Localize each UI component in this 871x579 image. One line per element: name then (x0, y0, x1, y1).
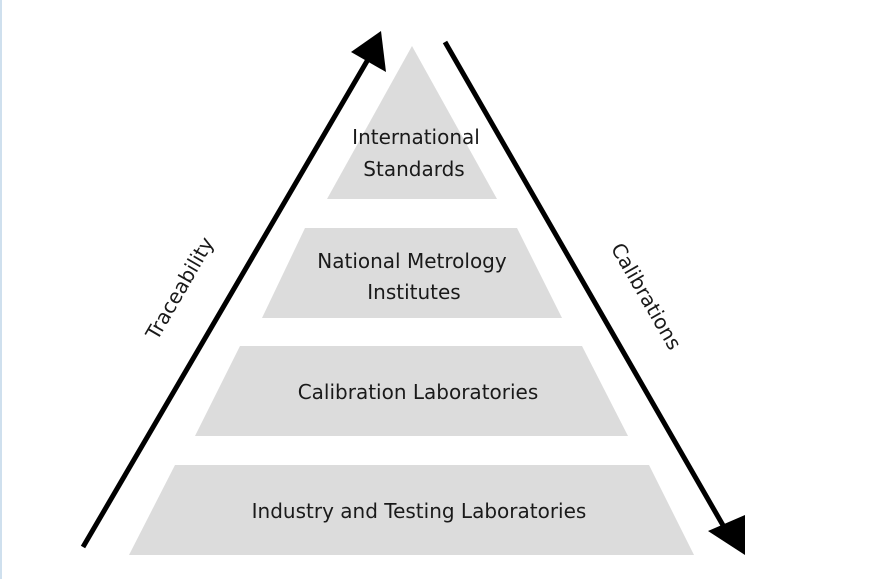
tier-label-1-line-1: International (352, 125, 480, 149)
traceability-label: Traceability (140, 233, 219, 345)
calibrations-label: Calibrations (606, 239, 686, 354)
tier-calibration-laboratories (195, 346, 628, 436)
tier-label-2-line-2: Institutes (367, 280, 460, 304)
left-border-rule (0, 0, 2, 579)
tier-label-2-line-1: National Metrology (317, 249, 507, 273)
tier-national-metrology-institutes (262, 228, 562, 318)
tier-label-4: Industry and Testing Laboratories (252, 499, 587, 523)
calibrations-arrow-shaft (442, 40, 731, 536)
tier-label-1-line-2: Standards (363, 157, 464, 181)
traceability-arrowhead-icon (351, 31, 386, 72)
tier-international-standards (327, 46, 497, 199)
tier-industry-testing-laboratories (129, 465, 694, 555)
traceability-arrow-shaft (80, 54, 373, 549)
tier-label-3: Calibration Laboratories (298, 380, 539, 404)
calibrations-arrowhead-icon (708, 515, 745, 555)
